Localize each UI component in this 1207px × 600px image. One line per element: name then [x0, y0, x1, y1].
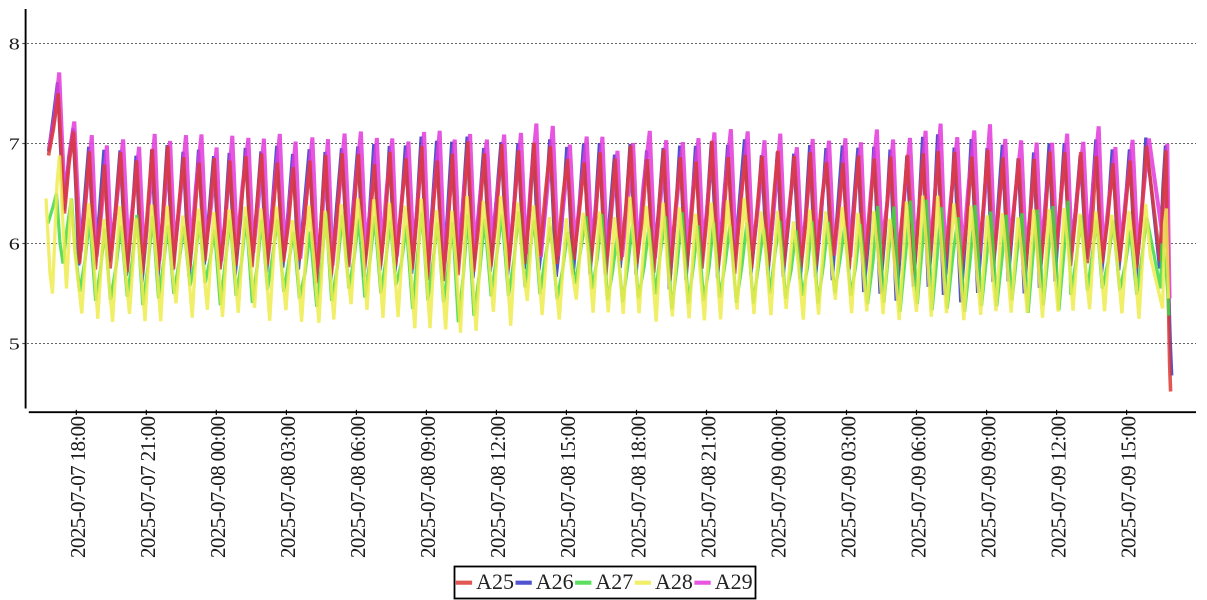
svg-text:8: 8 — [9, 35, 20, 54]
svg-text:2025-07-09 15:00: 2025-07-09 15:00 — [1116, 416, 1140, 558]
svg-text:A27: A27 — [595, 569, 633, 594]
svg-text:2025-07-09 03:00: 2025-07-09 03:00 — [836, 416, 860, 558]
svg-text:2025-07-08 21:00: 2025-07-08 21:00 — [696, 416, 720, 558]
svg-text:A28: A28 — [655, 569, 693, 594]
svg-text:A25: A25 — [476, 569, 514, 594]
svg-text:6: 6 — [9, 235, 20, 254]
svg-text:2025-07-09 09:00: 2025-07-09 09:00 — [976, 416, 1000, 558]
svg-text:A29: A29 — [715, 569, 753, 594]
svg-text:2025-07-08 06:00: 2025-07-08 06:00 — [346, 416, 370, 558]
svg-text:5: 5 — [9, 335, 20, 354]
svg-text:2025-07-09 12:00: 2025-07-09 12:00 — [1046, 416, 1070, 558]
svg-text:2025-07-08 09:00: 2025-07-08 09:00 — [416, 416, 440, 558]
svg-text:2025-07-08 18:00: 2025-07-08 18:00 — [626, 416, 650, 558]
svg-text:A26: A26 — [536, 569, 574, 594]
svg-text:2025-07-09 00:00: 2025-07-09 00:00 — [766, 416, 790, 558]
svg-text:2025-07-08 00:00: 2025-07-08 00:00 — [206, 416, 230, 558]
svg-text:2025-07-08 03:00: 2025-07-08 03:00 — [276, 416, 300, 558]
svg-text:7: 7 — [9, 135, 20, 154]
svg-text:2025-07-09 06:00: 2025-07-09 06:00 — [906, 416, 930, 558]
svg-text:2025-07-08 15:00: 2025-07-08 15:00 — [556, 416, 580, 558]
svg-text:2025-07-08 12:00: 2025-07-08 12:00 — [486, 416, 510, 558]
svg-text:2025-07-07 21:00: 2025-07-07 21:00 — [136, 416, 160, 558]
svg-text:2025-07-07 18:00: 2025-07-07 18:00 — [66, 416, 90, 558]
